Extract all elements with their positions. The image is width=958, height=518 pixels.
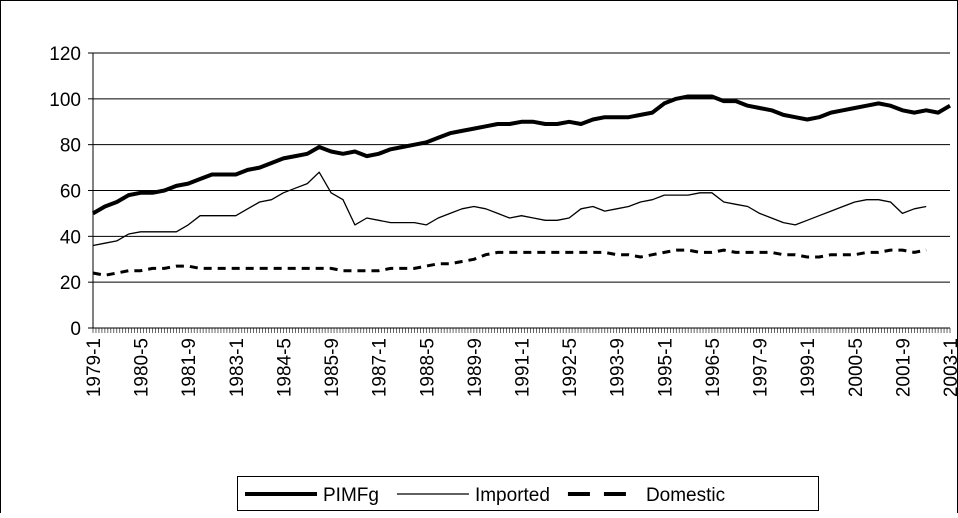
series-line bbox=[92, 171, 927, 247]
x-tick-label: 1988-5 bbox=[417, 338, 438, 397]
x-tick-label: 1980-5 bbox=[132, 338, 153, 397]
x-tick-label: 1991-1 bbox=[513, 338, 534, 397]
y-tick-label: 80 bbox=[60, 136, 81, 157]
y-tick-label: 20 bbox=[60, 273, 81, 294]
x-tick-label: 1989-9 bbox=[465, 338, 486, 397]
x-tick-label: 2000-5 bbox=[846, 338, 867, 397]
y-tick-label: 60 bbox=[60, 182, 81, 203]
x-tick-label: 2003-1 bbox=[941, 338, 958, 397]
legend-label: Imported bbox=[475, 485, 550, 506]
x-tick-label: 1985-9 bbox=[322, 338, 343, 397]
x-tick-label: 1984-5 bbox=[274, 338, 295, 397]
y-tick-label: 100 bbox=[49, 90, 81, 111]
x-tick-label: 1993-9 bbox=[608, 338, 629, 397]
x-tick-label: 1979-1 bbox=[84, 338, 105, 397]
series-line bbox=[91, 94, 952, 216]
x-tick-label: 1995-1 bbox=[655, 338, 676, 397]
x-tick-label: 1983-1 bbox=[227, 338, 248, 397]
x-tick-label: 1992-5 bbox=[560, 338, 581, 397]
x-tick-label: 1987-1 bbox=[370, 338, 391, 397]
x-tick-label: 1981-9 bbox=[179, 338, 200, 397]
x-tick-label: 2001-9 bbox=[893, 338, 914, 397]
y-tick-label: 40 bbox=[60, 227, 81, 248]
x-tick-label: 1999-1 bbox=[798, 338, 819, 397]
y-tick-label: 120 bbox=[49, 44, 81, 65]
series-line bbox=[92, 248, 927, 277]
y-tick-label: 0 bbox=[70, 319, 81, 340]
legend-box bbox=[237, 476, 819, 511]
legend-label: PIMFg bbox=[323, 485, 379, 506]
x-tick-label: 1996-5 bbox=[703, 338, 724, 397]
legend-label: Domestic bbox=[646, 485, 725, 506]
x-tick-label: 1997-9 bbox=[751, 338, 772, 397]
